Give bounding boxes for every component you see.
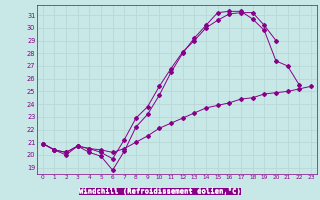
Text: Windchill (Refroidissement éolien,°C): Windchill (Refroidissement éolien,°C) — [79, 188, 241, 195]
Text: Windchill (Refroidissement éolien,°C): Windchill (Refroidissement éolien,°C) — [79, 187, 241, 194]
